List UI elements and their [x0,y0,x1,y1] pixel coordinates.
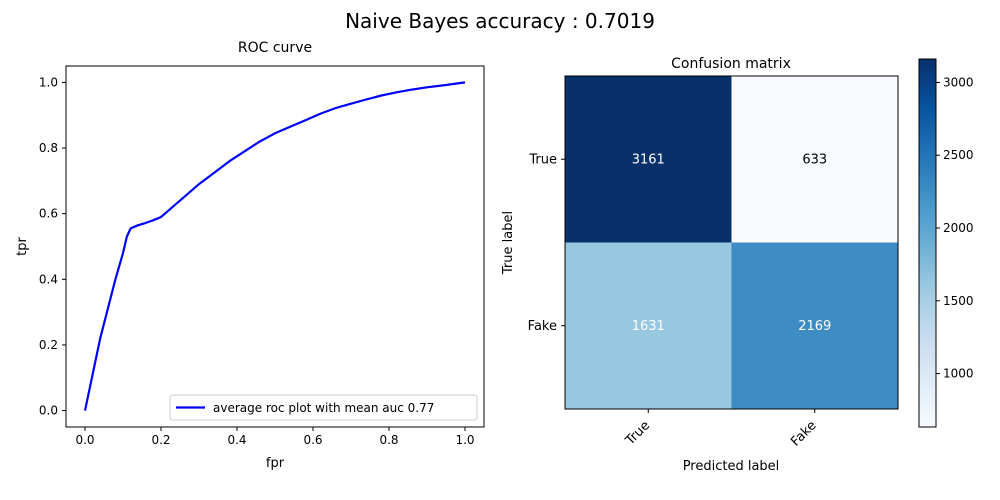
cm-cell-value: 633 [802,152,827,167]
colorbar-tick-label: 1500 [943,294,974,308]
roc-xlabel: fpr [266,456,285,471]
cm-ylabel: True label [501,211,516,275]
roc-x-tick-label: 0.0 [75,433,94,447]
cm-xlabel: Predicted label [683,459,780,474]
cm-col-label: Fake [788,418,819,449]
cm-cell-value: 1631 [632,319,665,334]
roc-x-tick-label: 0.8 [379,433,398,447]
cm-cell [731,76,898,243]
roc-y-tick-label: 0.4 [39,272,58,286]
cm-row-label: Fake [528,319,557,334]
roc-x-tick-label: 0.6 [303,433,322,447]
cm-cell-value: 3161 [632,152,665,167]
cm-cells: 3161 633 1631 2169 [565,76,898,409]
roc-ylabel: tpr [15,237,30,256]
colorbar-tick-label: 2500 [943,148,974,162]
cm-cell [565,242,732,409]
roc-legend-box [169,394,478,421]
roc-chart: ROC curve 0.0 0.2 0.4 0.6 0.8 1.0 0.00.20.40.… [15,40,485,471]
cm-title: Confusion matrix [671,56,791,72]
roc-y-tick-label: 0.6 [39,207,58,221]
cm-axes-frame [564,75,899,410]
colorbar-ticks: 1000 1500 2000 2500 3000 [936,75,974,381]
roc-curve-line [83,81,466,411]
colorbar-tick-label: 3000 [943,75,974,89]
roc-legend-label: average roc plot with mean auc 0.77 [213,401,434,415]
cm-col-label: True [622,418,653,449]
roc-y-tick-label: 0.2 [39,338,58,352]
colorbar-tick-label: 2000 [943,221,974,235]
cm-cell-value: 2169 [798,319,831,334]
roc-title: ROC curve [238,40,312,56]
figure-suptitle: Naive Bayes accuracy : 0.7019 [345,9,655,33]
roc-x-tick-label: 0.2 [151,433,170,447]
colorbar: 1000 1500 2000 2500 3000 [918,58,974,428]
cm-cell [565,76,732,243]
roc-x-ticks: 0.0 0.2 0.4 0.6 0.8 1.0 [75,427,475,447]
roc-y-ticks: 0.0 0.2 0.4 0.6 0.8 1.0 [39,75,66,418]
colorbar-tick-label: 1000 [943,367,974,381]
roc-legend: average roc plot with mean auc 0.77 [169,394,478,421]
roc-axes-frame [65,65,485,428]
cm-row-label: True [528,152,557,167]
roc-y-tick-label: 0.0 [39,404,58,418]
cm-cell [731,242,898,409]
roc-x-tick-label: 1.0 [455,433,474,447]
colorbar-gradient [918,58,937,428]
roc-y-tick-label: 1.0 [39,75,58,89]
confusion-matrix-chart: Confusion matrix 3161 633 1631 2169 True Fak… [501,56,899,474]
roc-y-tick-label: 0.8 [39,141,58,155]
roc-x-tick-label: 0.4 [227,433,246,447]
